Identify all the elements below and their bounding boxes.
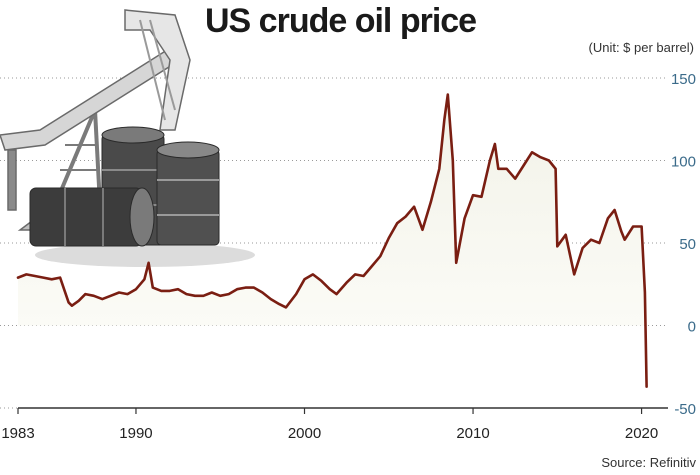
x-tick-label: 1990 bbox=[119, 425, 152, 442]
y-axis: 150 100 50 0 -50 bbox=[671, 71, 696, 418]
x-tick-label: 2010 bbox=[456, 425, 489, 442]
area-fill bbox=[18, 94, 647, 326]
x-tick-label: 1983 bbox=[1, 425, 34, 442]
x-tick-label: 2020 bbox=[625, 425, 658, 442]
price-line bbox=[16, 93, 648, 388]
source-label: Source: Refinitiv bbox=[601, 455, 696, 470]
area-fill-path bbox=[18, 94, 647, 326]
oil-pump-illustration bbox=[0, 9, 255, 267]
x-tick-label: 2000 bbox=[288, 425, 321, 442]
unit-label: (Unit: $ per barrel) bbox=[588, 40, 694, 55]
y-tick-label: 150 bbox=[671, 71, 696, 88]
y-tick-label: 0 bbox=[688, 319, 696, 336]
x-axis-labels: 1983 1990 2000 2010 2020 bbox=[1, 408, 658, 442]
price-series-line bbox=[16, 93, 648, 388]
chart-title: US crude oil price bbox=[205, 2, 477, 40]
y-tick-label: 50 bbox=[679, 236, 696, 253]
y-tick-label: -50 bbox=[674, 401, 696, 418]
y-tick-label: 100 bbox=[671, 154, 696, 171]
